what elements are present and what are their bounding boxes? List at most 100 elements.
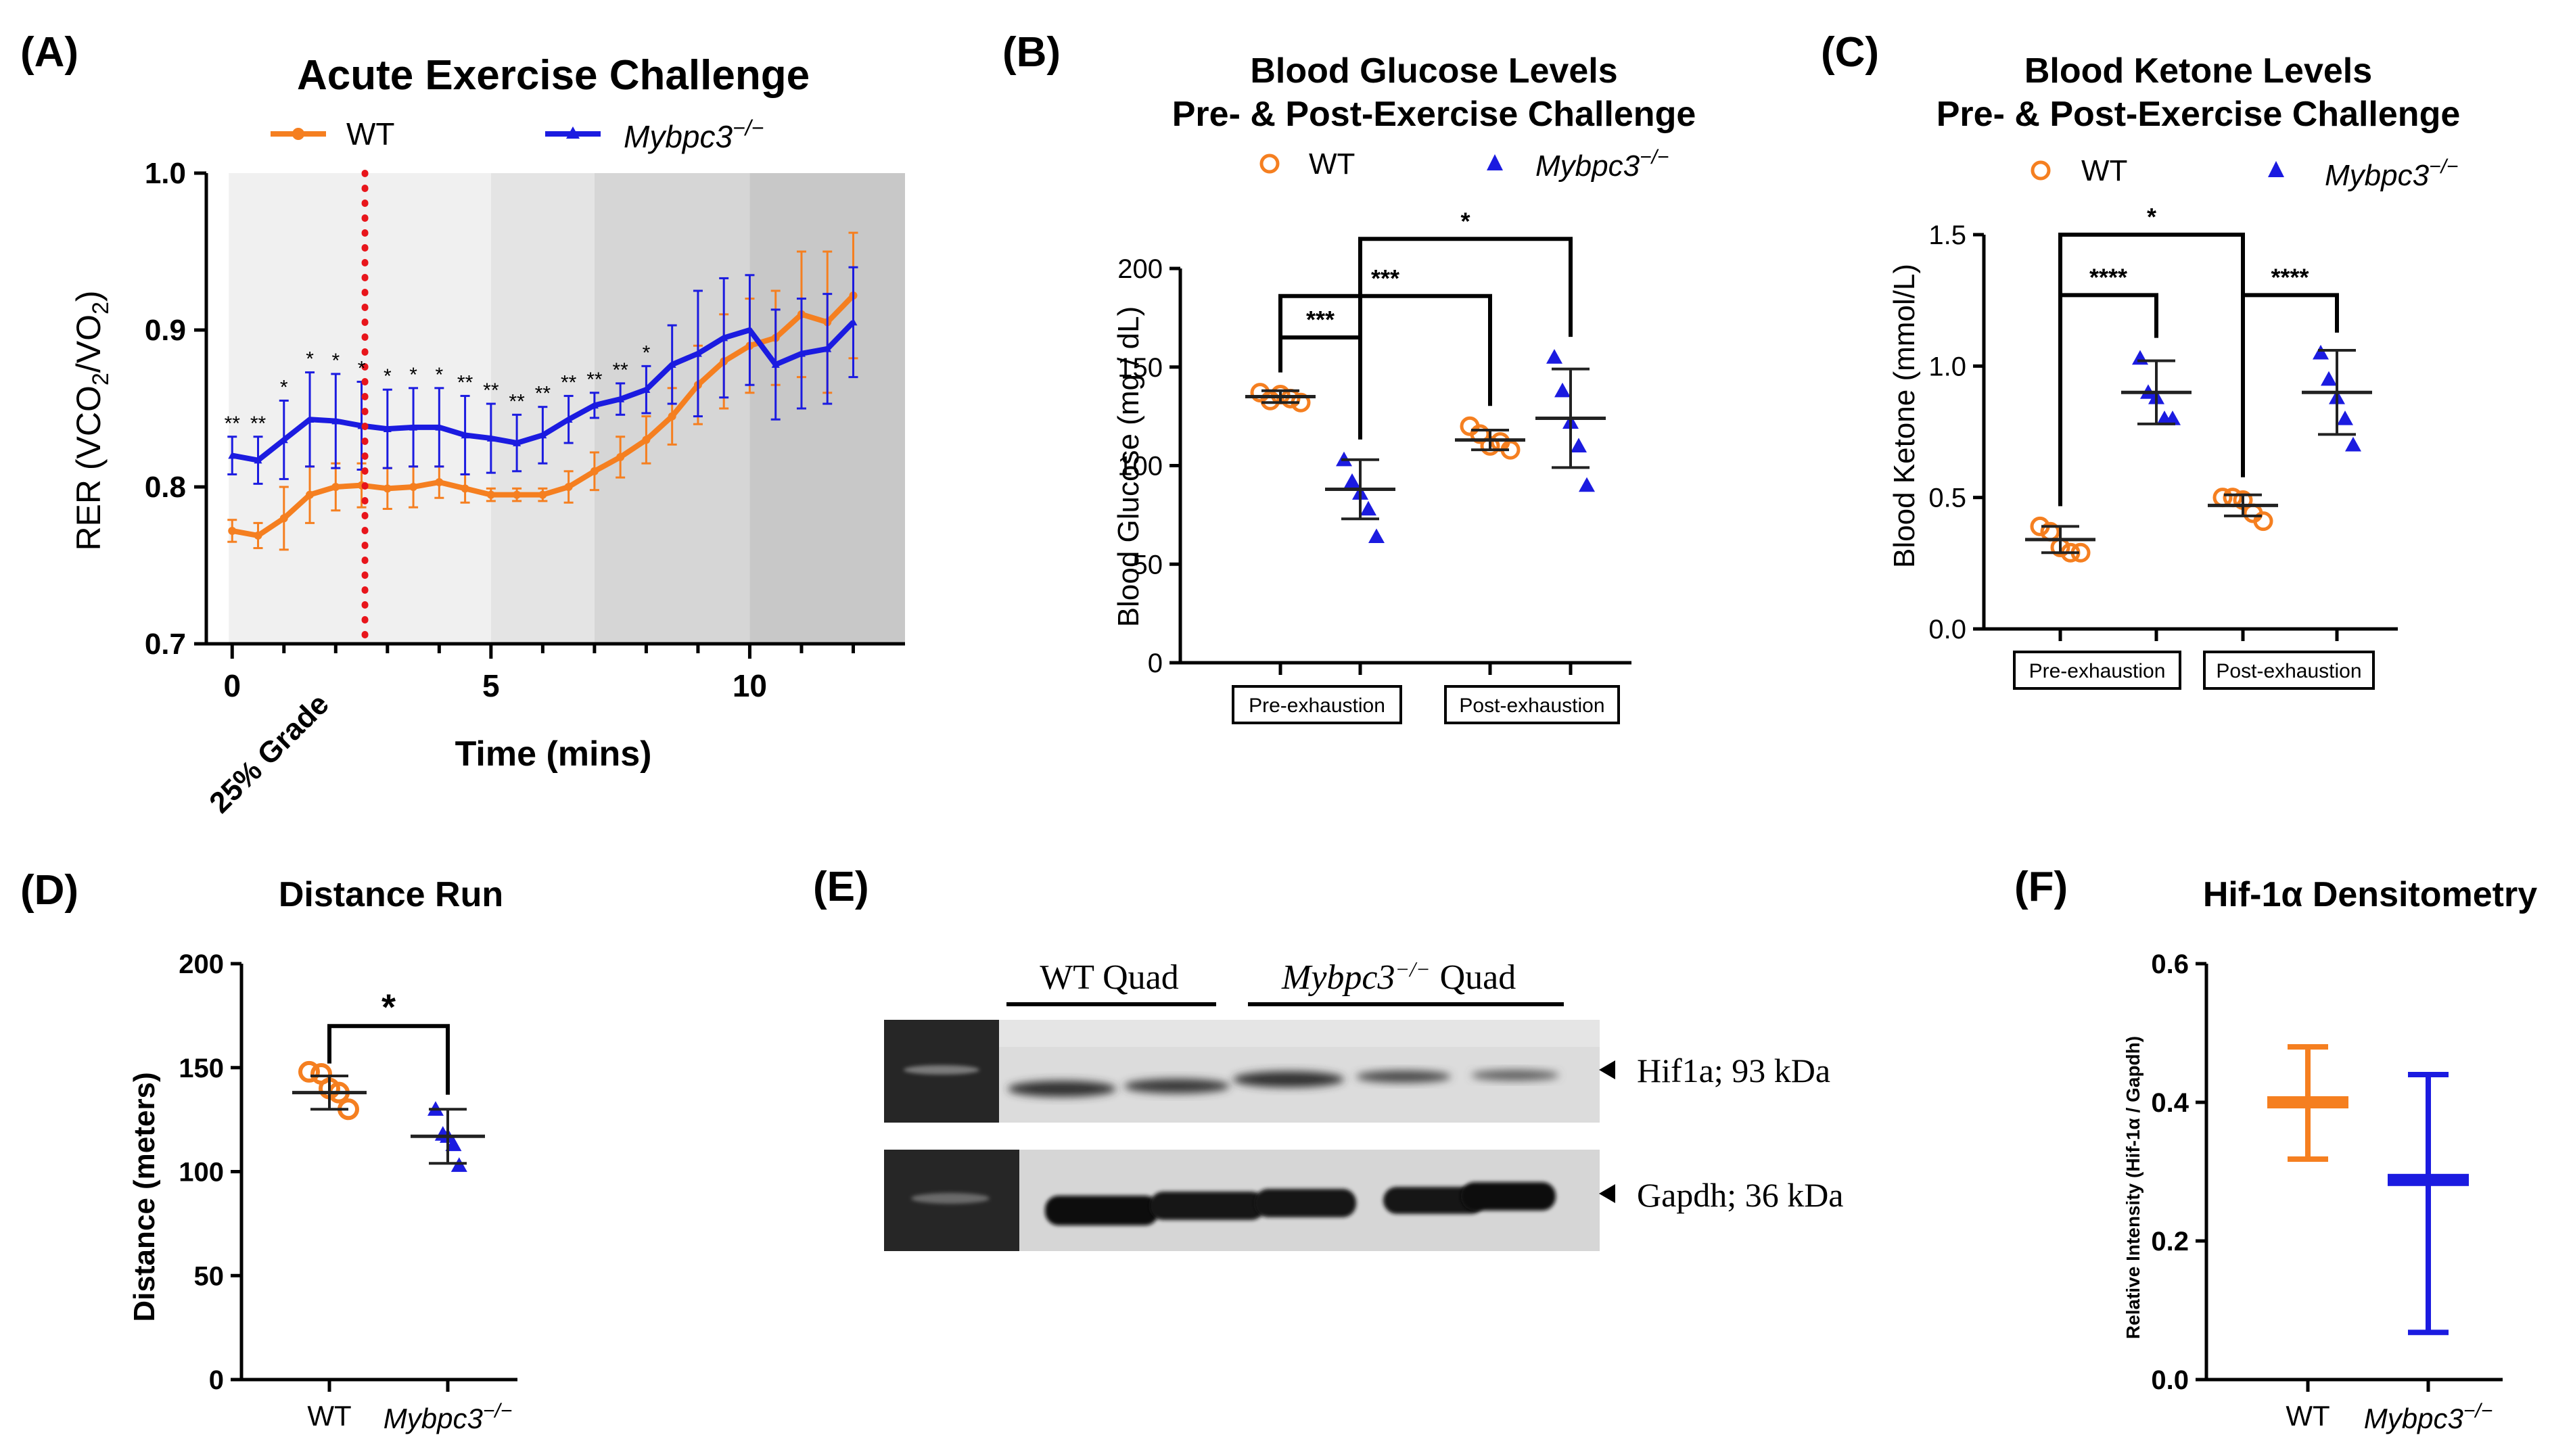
panel-label-b: (B) <box>1002 29 1061 76</box>
panel-label-e: (E) <box>813 864 869 910</box>
data-point <box>849 318 858 326</box>
data-point-ko <box>1571 438 1587 452</box>
data-point <box>306 490 315 499</box>
blot-group-label-wt: WT Quad <box>1040 958 1179 997</box>
x-tick-label-a: 0 <box>223 668 241 703</box>
group-label: Pre-exhaustion <box>1249 695 1385 717</box>
data-point <box>409 423 418 431</box>
gapdh-band <box>1255 1189 1356 1217</box>
significance-star: ** <box>561 371 577 394</box>
legend-wt-label: WT <box>2081 154 2127 187</box>
y-tick-label-d: 0 <box>209 1365 224 1395</box>
ladder-band <box>911 1193 990 1204</box>
chart-title-c-line1: Blood Ketone Levels <box>2024 51 2372 91</box>
plot-area-c: 0.0 0.5 1.0 1.5 Pre-exhaustion Post-exhaustio… <box>1928 203 2398 690</box>
significance-bracket: **** <box>2058 263 2158 507</box>
data-point-ko <box>2345 436 2361 452</box>
bracket-line <box>1278 293 1492 406</box>
legend-wt-label: WT <box>1309 147 1355 181</box>
data-point <box>513 490 521 499</box>
significance-bracket: * <box>2058 203 2245 507</box>
data-point-ko <box>2164 410 2181 425</box>
x-axis-label-a: Time (mins) <box>455 734 652 774</box>
data-point <box>616 452 625 461</box>
legend-wt-label: WT <box>346 116 395 151</box>
bracket-line <box>2241 293 2339 477</box>
legend-ko-marker <box>566 126 580 139</box>
legend-b: WT Mybpc3−/− <box>1259 146 1669 183</box>
y-tick-label-f: 0.0 <box>2151 1365 2189 1395</box>
mean-bar <box>2388 1173 2469 1186</box>
mean-marker-ko <box>2388 1072 2469 1336</box>
significance-star: ** <box>509 390 525 413</box>
significance-star: ** <box>483 379 499 402</box>
y-tick-label-d: 50 <box>194 1261 225 1291</box>
significance-star: * <box>331 350 340 372</box>
data-point <box>513 439 521 446</box>
data-point <box>823 344 832 352</box>
plot-area-d: 0 50 100 150 200 WT Mybpc3−/− * <box>179 949 517 1434</box>
data-point <box>693 349 702 357</box>
chart-title-c-line2: Pre- & Post-Exercise Challenge <box>1937 95 2461 134</box>
y-tick-label-d: 150 <box>179 1054 224 1083</box>
chart-title-d: Distance Run <box>279 875 503 914</box>
bracket-label: **** <box>2089 263 2127 291</box>
significance-star: ** <box>225 413 241 435</box>
legend-a: WT Mybpc3−/− <box>271 116 764 154</box>
group-0: Pre-exhaustion <box>2013 350 2192 690</box>
group-0: Pre-exhaustion <box>1232 383 1402 724</box>
data-point <box>668 412 676 421</box>
significance-star: * <box>435 364 443 386</box>
y-axis-label-c: Blood Ketone (mmol/L) <box>1888 264 1921 568</box>
data-point-wt <box>1280 388 1301 408</box>
data-point-wt <box>298 1060 320 1083</box>
data-point-ko <box>1344 473 1360 488</box>
gapdh-band <box>1383 1187 1485 1214</box>
data-point <box>668 360 676 368</box>
data-point <box>254 531 262 540</box>
bracket-label: *** <box>1371 264 1399 292</box>
panel-f: (F) Hif-1α Densitometry 0.0 0.2 0.4 0.6 WT My… <box>2014 864 2537 1434</box>
y-tick-label-d: 200 <box>179 949 224 979</box>
series-ko <box>227 266 858 485</box>
y-axis-label-a: RER (VCO2/VO2) <box>70 290 114 550</box>
data-point <box>745 326 754 333</box>
group-label: Pre-exhaustion <box>2029 660 2166 682</box>
chart-title-a: Acute Exercise Challenge <box>297 52 810 99</box>
y-tick-label-d: 100 <box>179 1158 224 1188</box>
blot-hif1a-strip: Hif1a; 93 kDa <box>884 1020 1830 1123</box>
bracket-line <box>2058 293 2158 507</box>
group-1: Post-exhaustion <box>1444 349 1620 724</box>
data-point-ko <box>2337 410 2353 425</box>
legend-wt-marker <box>292 128 304 140</box>
data-point <box>564 415 573 423</box>
chart-title-b-line1: Blood Glucose Levels <box>1250 51 1617 91</box>
y-tick-label: 50 <box>1133 550 1163 580</box>
mean-marker-wt <box>2267 1044 2348 1163</box>
data-point <box>486 490 495 499</box>
bracket-line <box>1278 335 1362 440</box>
x-tick-label-d-ko: Mybpc3−/− <box>384 1400 512 1434</box>
y-tick-label: 1.5 <box>1928 220 1966 250</box>
y-tick-label: 100 <box>1117 452 1163 482</box>
y-tick-label: 0 <box>1148 649 1163 678</box>
data-point <box>435 423 444 431</box>
group-1: Post-exhaustion <box>2203 344 2375 690</box>
x-tick-label-d-wt: WT <box>307 1400 351 1432</box>
hif1a-band <box>1356 1071 1451 1083</box>
gapdh-band <box>1045 1196 1159 1225</box>
data-point <box>331 483 340 491</box>
data-point <box>383 484 392 493</box>
data-point-wt <box>1260 390 1280 410</box>
y-tick-label-f: 0.4 <box>2151 1088 2189 1118</box>
data-point <box>435 478 444 487</box>
y-tick-label-f: 0.6 <box>2151 949 2189 979</box>
data-point-ko <box>1554 382 1571 398</box>
group-label-box <box>2203 651 2375 690</box>
hif1a-band <box>1233 1071 1344 1087</box>
chart-title-f: Hif-1α Densitometry <box>2203 875 2537 914</box>
y-axis-label-b: Blood Glucose (mg / dL) <box>1112 306 1145 627</box>
x-tick-label-f-ko: Mybpc3−/− <box>2364 1400 2493 1434</box>
data-point-ko <box>1546 349 1562 364</box>
